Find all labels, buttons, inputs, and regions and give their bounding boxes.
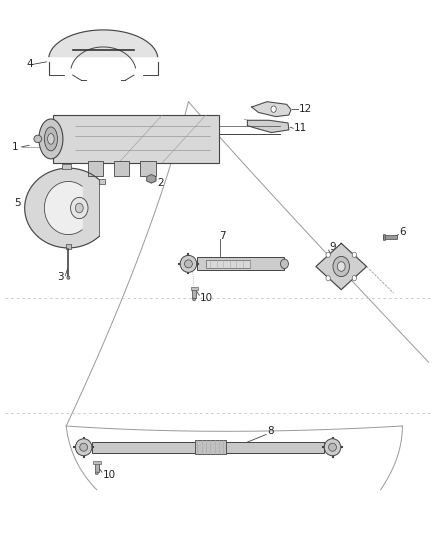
- Polygon shape: [252, 102, 291, 117]
- Bar: [192, 288, 196, 298]
- Circle shape: [326, 252, 330, 257]
- Text: 7: 7: [219, 231, 226, 241]
- Ellipse shape: [333, 256, 350, 277]
- Circle shape: [352, 252, 357, 257]
- FancyBboxPatch shape: [53, 115, 219, 163]
- Ellipse shape: [48, 134, 54, 144]
- Ellipse shape: [337, 262, 345, 271]
- Text: 10: 10: [200, 293, 213, 303]
- Bar: [66, 244, 71, 249]
- FancyBboxPatch shape: [114, 161, 130, 176]
- Circle shape: [352, 276, 357, 281]
- Bar: [99, 179, 106, 184]
- Text: 9: 9: [329, 242, 336, 252]
- Bar: [62, 164, 71, 169]
- Circle shape: [271, 106, 276, 112]
- Polygon shape: [49, 30, 158, 56]
- Ellipse shape: [95, 472, 98, 474]
- Text: 1: 1: [12, 142, 18, 152]
- Polygon shape: [247, 120, 289, 133]
- Ellipse shape: [34, 135, 42, 143]
- Ellipse shape: [75, 203, 83, 213]
- Bar: [206, 260, 250, 268]
- Circle shape: [326, 276, 330, 281]
- Text: 6: 6: [399, 227, 406, 237]
- Text: 2: 2: [157, 177, 164, 188]
- Ellipse shape: [180, 255, 197, 272]
- Ellipse shape: [184, 260, 192, 268]
- Ellipse shape: [44, 127, 57, 151]
- Text: 8: 8: [267, 426, 274, 437]
- Polygon shape: [44, 181, 82, 235]
- Bar: [383, 233, 385, 240]
- Ellipse shape: [281, 259, 288, 269]
- Polygon shape: [147, 174, 156, 183]
- Bar: [383, 235, 397, 239]
- Polygon shape: [25, 168, 99, 248]
- Ellipse shape: [324, 439, 341, 456]
- FancyBboxPatch shape: [88, 161, 103, 176]
- Bar: [195, 440, 226, 454]
- Ellipse shape: [75, 439, 92, 456]
- Bar: [93, 461, 101, 464]
- Ellipse shape: [67, 276, 70, 279]
- Bar: [95, 463, 99, 472]
- Text: 5: 5: [14, 198, 21, 208]
- Ellipse shape: [39, 119, 63, 159]
- Bar: [191, 287, 198, 290]
- Text: 11: 11: [294, 123, 307, 133]
- Polygon shape: [316, 244, 367, 289]
- Ellipse shape: [71, 197, 88, 219]
- FancyBboxPatch shape: [141, 161, 155, 176]
- Text: 12: 12: [298, 103, 312, 114]
- Ellipse shape: [80, 443, 88, 451]
- Text: 3: 3: [57, 272, 64, 282]
- Bar: [92, 442, 324, 453]
- Bar: [197, 257, 285, 270]
- Text: 4: 4: [27, 60, 34, 69]
- Ellipse shape: [328, 443, 336, 451]
- Text: 10: 10: [102, 471, 116, 480]
- Ellipse shape: [193, 298, 196, 301]
